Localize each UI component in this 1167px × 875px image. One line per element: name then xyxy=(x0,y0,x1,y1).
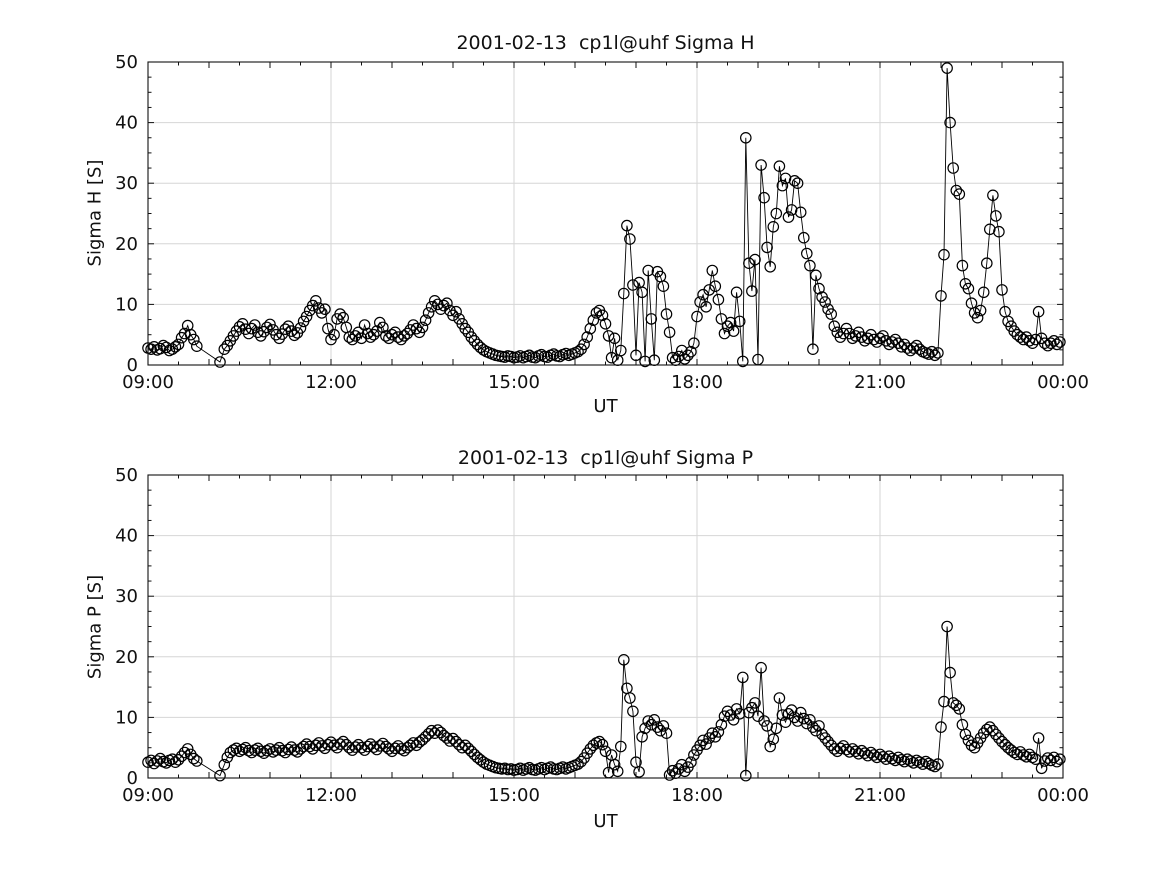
sigma-p-ylabel: Sigma P [S] xyxy=(84,574,106,680)
sigma-h-plot: 09:00 12:00 15:00 18:00 21:00 00:00 0 10 20 30 40 5… xyxy=(115,52,1089,393)
x-tick-label: 12:00 xyxy=(305,372,357,393)
sigma-h-plot-title: 2001-02-13 cp1l@uhf Sigma H xyxy=(456,32,755,54)
y-tick-label: 10 xyxy=(115,294,138,315)
x-tick-label: 15:00 xyxy=(488,372,540,393)
y-tick-label: 50 xyxy=(115,52,138,73)
x-tick-label: 18:00 xyxy=(671,372,723,393)
x-tick-label: 00:00 xyxy=(1037,785,1089,806)
sigma-p-xlabel: UT xyxy=(593,811,618,832)
x-tick-label: 21:00 xyxy=(854,372,906,393)
x-tick-label: 12:00 xyxy=(305,785,357,806)
y-tick-label: 40 xyxy=(115,526,138,547)
y-tick-label: 50 xyxy=(115,465,138,486)
sigma-h-xlabel: UT xyxy=(593,396,618,417)
y-tick-label: 20 xyxy=(115,234,138,255)
x-tick-label: 18:00 xyxy=(671,785,723,806)
sigma-p-plot: 09:00 12:00 15:00 18:00 21:00 00:00 0 10 20 30 40 5… xyxy=(115,465,1089,806)
x-tick-label: 15:00 xyxy=(488,785,540,806)
x-tick-label: 21:00 xyxy=(854,785,906,806)
y-tick-label: 30 xyxy=(115,173,138,194)
y-tick-label: 0 xyxy=(127,355,138,376)
y-tick-label: 40 xyxy=(115,113,138,134)
sigma-h-ylabel: Sigma H [S] xyxy=(84,159,106,267)
y-tick-label: 20 xyxy=(115,647,138,668)
sigma-p-plot-title: 2001-02-13 cp1l@uhf Sigma P xyxy=(457,447,754,469)
y-tick-label: 0 xyxy=(127,768,138,789)
x-tick-label: 00:00 xyxy=(1037,372,1089,393)
x-tick-label: 09:00 xyxy=(122,372,174,393)
x-tick-label: 09:00 xyxy=(122,785,174,806)
y-tick-label: 30 xyxy=(115,586,138,607)
y-tick-label: 10 xyxy=(115,707,138,728)
